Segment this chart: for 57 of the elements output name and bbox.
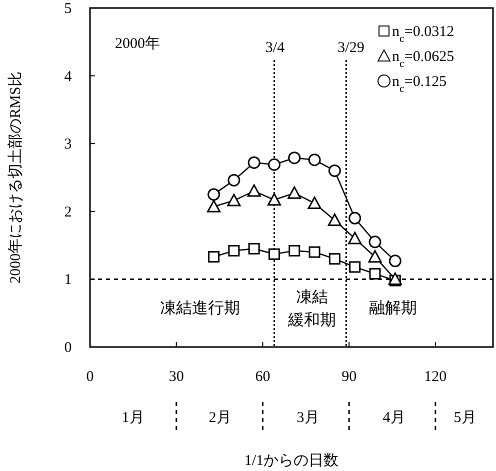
y-axis-title: 2000年における切土部のRMS比: [7, 72, 24, 284]
point: [268, 158, 280, 171]
point: [388, 254, 402, 268]
point: [267, 193, 281, 206]
x-axis-title: 1/1からの日数: [244, 453, 339, 469]
point: [208, 251, 220, 263]
y-tick-label: 3: [64, 136, 72, 153]
point: [328, 164, 341, 177]
point: [208, 188, 220, 201]
point: [227, 194, 241, 206]
legend-label: n$_{c}$=0.0312: [392, 24, 454, 45]
point: [349, 261, 361, 273]
text: 4月: [382, 410, 406, 426]
point: [288, 244, 300, 256]
text: 1月: [122, 410, 144, 426]
point: [248, 156, 260, 169]
point: [388, 272, 402, 285]
y-tick-label: 2: [64, 204, 72, 220]
y-tick-label: 4: [64, 68, 72, 85]
point: [368, 250, 382, 263]
point: [328, 253, 340, 265]
annotation: 融解期: [369, 299, 417, 317]
point: [308, 196, 322, 210]
y-tick-label: 0: [64, 340, 72, 356]
point: [369, 268, 381, 280]
annotation: 凍結進行期: [160, 299, 240, 317]
y-tick-label: 1: [64, 272, 72, 288]
point: [268, 248, 280, 260]
text: 3月: [296, 410, 320, 426]
legend-label: n$_{c}$=0.125: [392, 74, 447, 95]
point: [328, 213, 342, 226]
x-tick-label: 30: [168, 369, 184, 385]
annotation: 凍結: [296, 288, 328, 306]
point: [228, 174, 240, 186]
point: [248, 242, 260, 254]
point: [228, 244, 240, 256]
text: 5月: [454, 410, 476, 426]
text: 2月: [208, 410, 232, 426]
annotation: 緩和期: [287, 311, 336, 329]
point: [368, 236, 382, 248]
x-tick-label: 120: [424, 369, 447, 385]
point: [288, 186, 302, 199]
annotation: 2000年: [115, 35, 160, 52]
y-tick-label: 5: [64, 1, 72, 17]
point: [288, 152, 301, 164]
x-tick-label: 60: [255, 369, 270, 385]
point: [308, 154, 321, 166]
point: [207, 200, 221, 212]
annotation: 3/29: [338, 40, 364, 56]
x-tick-label: 0: [86, 369, 94, 385]
point: [348, 232, 362, 244]
point: [247, 184, 261, 197]
annotation: 3/4: [265, 40, 286, 56]
point: [348, 212, 362, 224]
x-tick-label: 90: [342, 369, 357, 385]
legend-label: n$_{c}$=0.0625: [392, 49, 454, 70]
point: [308, 246, 320, 258]
